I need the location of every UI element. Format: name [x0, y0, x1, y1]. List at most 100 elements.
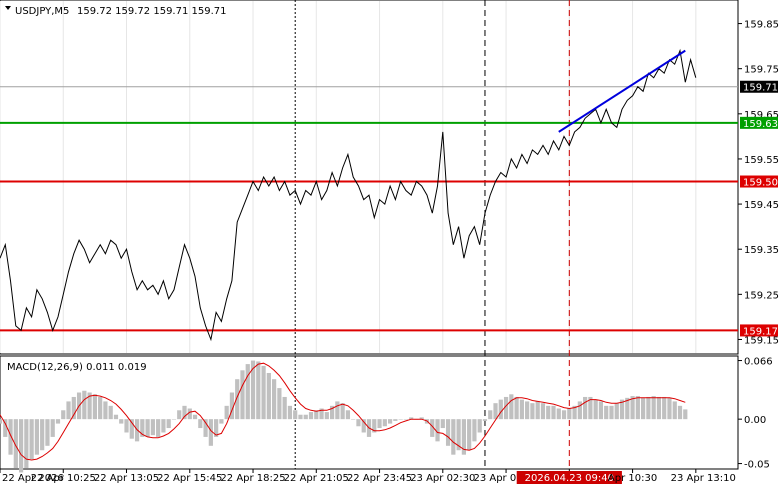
macd-bar [235, 379, 240, 420]
macd-bar [656, 396, 662, 420]
macd-bar [245, 364, 250, 420]
macd-bar [129, 419, 134, 439]
time-tick-label: 22 Apr 23:45 [347, 473, 412, 484]
macd-bar [303, 414, 308, 420]
macd-bar [535, 401, 540, 420]
macd-bar [677, 405, 683, 420]
macd-bar [514, 396, 519, 420]
macd-bar [150, 419, 155, 436]
macd-bar [198, 419, 203, 429]
macd-bar [166, 419, 171, 429]
macd-axis: 0.066 0.00 -0.05 [738, 357, 773, 471]
macd-bar [572, 405, 577, 420]
macd-bar [261, 365, 266, 420]
macd-bar [498, 399, 503, 420]
trendline[interactable] [558, 49, 686, 133]
macd-bar [588, 396, 593, 420]
macd-bar [662, 396, 667, 420]
vertical-markers [294, 0, 570, 469]
macd-bar [583, 396, 588, 420]
time-marker-badge [516, 471, 622, 484]
macd-bar [87, 392, 92, 420]
macd-bar [124, 419, 129, 433]
macd-bar [577, 401, 582, 420]
macd-bar [461, 419, 466, 455]
macd-bar [382, 419, 387, 427]
price-tick-label: 159.45 [744, 200, 779, 211]
macd-bar [156, 419, 161, 437]
macd-bar [435, 419, 440, 442]
macd-bar [0, 419, 3, 424]
macd-tick-label: -0.05 [744, 460, 770, 471]
macd-bar [609, 405, 614, 420]
macd-bar [335, 401, 340, 420]
macd-bar [266, 372, 271, 420]
time-tick-label: 22 Apr 13:05 [94, 473, 159, 484]
macd-bar [667, 397, 672, 420]
macd-bar [66, 401, 71, 420]
macd-bar [82, 390, 87, 420]
macd-bar [345, 410, 351, 420]
level-badge [740, 324, 778, 337]
macd-bar [24, 419, 29, 468]
macd-bar [672, 401, 677, 420]
level-lines [0, 86, 738, 332]
macd-bar [40, 419, 45, 451]
macd-bar [203, 419, 208, 437]
macd-bar [472, 419, 477, 442]
macd-bar [229, 392, 235, 420]
ohlc-readout: 159.72 159.72 159.71 159.71 [77, 6, 227, 17]
macd-bar [398, 419, 403, 420]
macd-bar [440, 419, 445, 429]
macd-bar [630, 396, 635, 420]
macd-bar [250, 360, 256, 420]
macd-bar [187, 408, 192, 420]
macd-bar [272, 379, 277, 420]
macd-bar [119, 419, 124, 424]
macd-tick-label: 0.066 [744, 357, 773, 368]
macd-bar [8, 419, 13, 455]
macd-bar [641, 397, 646, 420]
macd-bar [519, 399, 524, 420]
macd-bar [646, 396, 651, 420]
macd-bar [619, 399, 625, 420]
macd-bar [451, 419, 456, 455]
time-tick-label: 23 Apr 02:30 [410, 473, 475, 484]
macd-bar [593, 399, 598, 420]
macd-bar [635, 396, 640, 420]
price-badges: 159.63 159.50 159.17 159.71 [740, 80, 778, 337]
macd-bar [224, 405, 229, 420]
macd-bar [34, 419, 40, 455]
macd-bar [377, 419, 382, 429]
macd-bar [140, 419, 145, 437]
macd-bar [556, 408, 561, 420]
macd-signal-line [0, 362, 686, 461]
macd-bar [314, 410, 319, 420]
macd-bar [683, 409, 688, 420]
macd-bar [287, 405, 293, 420]
macd-bar [98, 396, 103, 420]
macd-label: MACD(12,26,9) 0.011 0.019 [7, 362, 147, 373]
macd-bar [45, 419, 50, 446]
macd-bar [55, 419, 61, 424]
macd-bar [598, 401, 604, 420]
macd-bar [430, 419, 435, 437]
macd-bar [3, 419, 8, 437]
macd-bar [145, 419, 150, 437]
level-badge-label: 159.50 [743, 178, 778, 189]
level-badge-label: 159.17 [743, 326, 778, 337]
price-tick-label: 159.85 [744, 20, 779, 31]
price-tick-label: 159.55 [744, 155, 779, 166]
macd-bar [551, 405, 556, 420]
macd-bar [409, 417, 414, 420]
macd-bar [467, 419, 472, 451]
macd-bar [604, 405, 609, 420]
level-badge [740, 116, 778, 129]
macd-bar [419, 417, 424, 420]
chevron-down-icon[interactable] [5, 6, 11, 10]
time-tick-label: 23 Apr 05:10 [473, 473, 538, 484]
price-pane [0, 0, 739, 355]
macd-bar [567, 408, 572, 420]
